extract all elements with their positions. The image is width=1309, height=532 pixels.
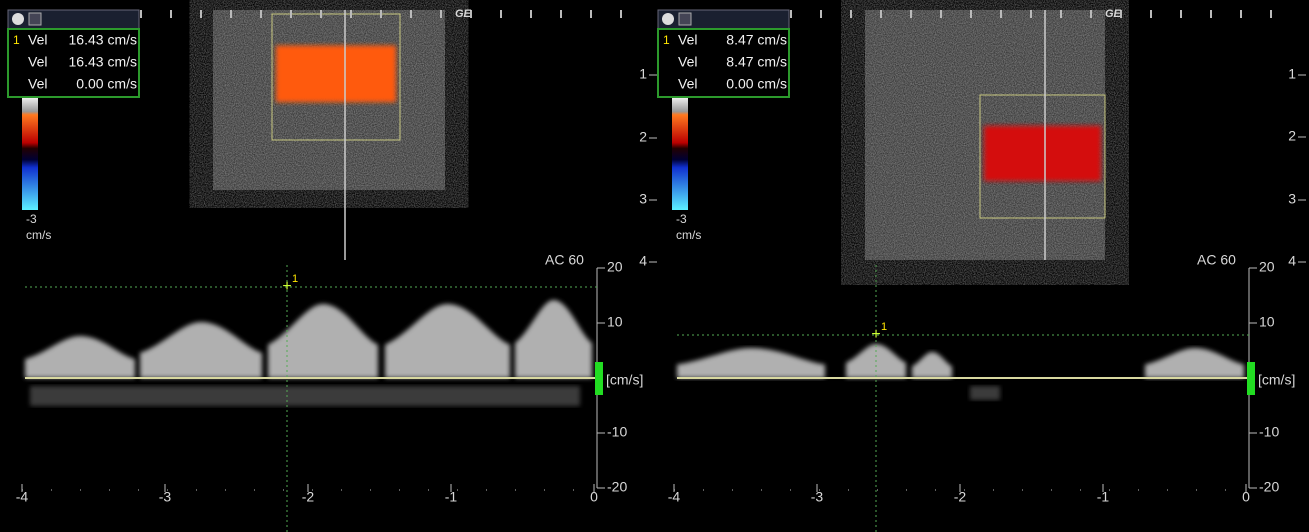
time-label: 0 bbox=[590, 489, 598, 505]
measurement-box: 1 Vel 8.47 cm/s Vel 8.47 cm/s Vel 0.00 cm/s bbox=[658, 10, 789, 97]
color-bar bbox=[672, 98, 688, 210]
background bbox=[0, 0, 1309, 532]
icon bbox=[662, 13, 674, 25]
time-label: -3 bbox=[159, 489, 172, 505]
depth-label: 2 bbox=[639, 129, 647, 145]
depth-label: 1 bbox=[1288, 66, 1296, 82]
time-label: -1 bbox=[445, 489, 458, 505]
baseline-marker bbox=[595, 362, 603, 395]
measurement-value: 16.43 cm/s bbox=[69, 54, 137, 70]
angle-correction: AC 60 bbox=[545, 252, 584, 268]
velocity-label: -10 bbox=[1259, 424, 1279, 440]
color-bar bbox=[22, 98, 38, 210]
logo: GE bbox=[1105, 8, 1122, 20]
depth-label: 4 bbox=[639, 253, 647, 269]
measurement-label: Vel bbox=[28, 32, 47, 48]
marker: 1 bbox=[663, 33, 670, 47]
ultrasound-screen: GE 1 Vel 16.43 cm/s Vel 16.43 cm/s Vel 0.00 cm/… bbox=[0, 0, 1309, 532]
color-bar-min: -3 bbox=[26, 212, 37, 226]
time-label: -2 bbox=[954, 489, 967, 505]
depth-label: 3 bbox=[1288, 191, 1296, 207]
cursor-cross: + bbox=[871, 326, 880, 343]
measurement-value: 0.00 cm/s bbox=[76, 76, 137, 92]
icon-bar bbox=[658, 10, 789, 29]
measurement-value: 8.47 cm/s bbox=[726, 54, 787, 70]
velocity-unit: [cm/s] bbox=[1258, 372, 1295, 388]
depth-label: 1 bbox=[639, 66, 647, 82]
velocity-label: -20 bbox=[607, 479, 627, 495]
icon bbox=[29, 13, 41, 25]
measurement-box: 1 Vel 16.43 cm/s Vel 16.43 cm/s Vel 0.00 cm/s bbox=[8, 10, 139, 97]
measurement-value: 16.43 cm/s bbox=[69, 32, 137, 48]
logo: GE bbox=[455, 8, 472, 20]
measurement-label: Vel bbox=[678, 32, 697, 48]
reverse-flow-noise bbox=[970, 386, 1000, 400]
depth-label: 3 bbox=[639, 191, 647, 207]
color-bar-min: -3 bbox=[676, 212, 687, 226]
velocity-label: 20 bbox=[1259, 259, 1275, 275]
baseline-marker bbox=[1247, 362, 1255, 395]
color-bar-unit: cm/s bbox=[26, 228, 51, 242]
time-label: -3 bbox=[811, 489, 824, 505]
velocity-label: -20 bbox=[1259, 479, 1279, 495]
cursor-cross: + bbox=[282, 278, 291, 295]
time-label: 0 bbox=[1242, 489, 1250, 505]
color-box-flow bbox=[276, 46, 396, 103]
angle-correction: AC 60 bbox=[1197, 252, 1236, 268]
time-label: -4 bbox=[16, 489, 29, 505]
time-label: -1 bbox=[1097, 489, 1110, 505]
velocity-label: 10 bbox=[607, 314, 623, 330]
measurement-label: Vel bbox=[678, 76, 697, 92]
velocity-label: -10 bbox=[607, 424, 627, 440]
velocity-label: 20 bbox=[607, 259, 623, 275]
color-bar-unit: cm/s bbox=[676, 228, 701, 242]
color-box-flow bbox=[984, 126, 1101, 181]
reverse-flow-noise bbox=[30, 386, 580, 406]
velocity-label: 10 bbox=[1259, 314, 1275, 330]
measurement-value: 8.47 cm/s bbox=[726, 32, 787, 48]
icon bbox=[12, 13, 24, 25]
measurement-label: Vel bbox=[678, 54, 697, 70]
icon-bar bbox=[8, 10, 139, 29]
marker: 1 bbox=[13, 33, 20, 47]
velocity-unit: [cm/s] bbox=[606, 372, 643, 388]
icon bbox=[679, 13, 691, 25]
time-label: -4 bbox=[668, 489, 681, 505]
depth-label: 2 bbox=[1288, 128, 1296, 144]
time-label: -2 bbox=[302, 489, 315, 505]
depth-label: 4 bbox=[1288, 253, 1296, 269]
cursor-marker: 1 bbox=[881, 321, 887, 333]
cursor-marker: 1 bbox=[292, 273, 298, 285]
measurement-label: Vel bbox=[28, 76, 47, 92]
measurement-label: Vel bbox=[28, 54, 47, 70]
measurement-value: 0.00 cm/s bbox=[726, 76, 787, 92]
